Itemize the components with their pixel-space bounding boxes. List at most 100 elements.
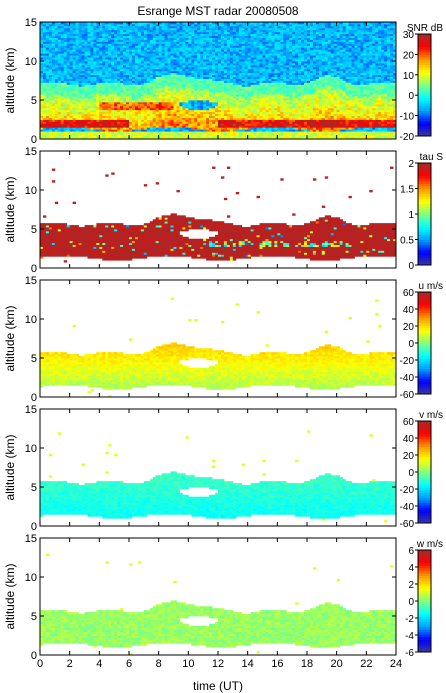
heatmap-cell bbox=[131, 35, 136, 38]
heatmap-cell bbox=[93, 22, 97, 25]
heatmap-cell bbox=[66, 92, 71, 95]
heatmap-cell bbox=[78, 33, 82, 37]
heatmap-cell bbox=[105, 33, 109, 37]
heatmap-cell bbox=[87, 45, 91, 48]
heatmap-cell bbox=[78, 127, 82, 130]
heatmap-cell bbox=[87, 109, 91, 113]
heatmap-cell bbox=[84, 123, 88, 126]
heatmap-cell bbox=[108, 35, 112, 38]
heatmap-cell bbox=[120, 88, 124, 91]
heatmap-cell bbox=[81, 55, 85, 58]
heatmap-cell bbox=[120, 76, 124, 79]
heatmap-cell bbox=[81, 41, 85, 44]
heatmap-cell bbox=[48, 33, 53, 37]
heatmap-cell bbox=[93, 33, 97, 37]
heatmap-cell bbox=[131, 119, 136, 122]
heatmap-cell bbox=[84, 92, 88, 95]
heatmap-cell bbox=[87, 113, 91, 116]
heatmap-cell bbox=[137, 51, 142, 54]
heatmap-cell bbox=[40, 107, 44, 111]
heatmap-cell bbox=[137, 101, 142, 105]
heatmap-cell bbox=[54, 29, 59, 33]
heatmap-cell bbox=[90, 39, 94, 42]
heatmap-cell bbox=[42, 121, 47, 124]
heatmap-cell bbox=[75, 55, 79, 58]
heatmap-cell bbox=[99, 55, 103, 58]
heatmap-cell bbox=[81, 103, 85, 107]
heatmap-cell bbox=[66, 100, 71, 103]
heatmap-cell bbox=[123, 70, 127, 74]
heatmap-cell bbox=[129, 125, 133, 128]
heatmap-cell bbox=[129, 133, 133, 136]
heatmap-cell bbox=[117, 94, 121, 97]
heatmap-cell bbox=[72, 33, 76, 37]
heatmap-cell bbox=[40, 39, 44, 42]
heatmap-cell bbox=[40, 80, 44, 83]
heatmap-cell bbox=[57, 43, 62, 46]
heatmap-cell bbox=[140, 82, 145, 85]
heatmap-cell bbox=[114, 53, 118, 56]
heatmap-cell bbox=[72, 31, 76, 35]
heatmap-cell bbox=[48, 92, 53, 95]
heatmap-cell bbox=[108, 31, 112, 35]
heatmap-cell bbox=[69, 117, 74, 120]
heatmap-cell bbox=[137, 86, 142, 89]
heatmap-cell bbox=[111, 88, 115, 91]
heatmap-cell bbox=[57, 113, 62, 116]
heatmap-cell bbox=[42, 55, 47, 58]
heatmap-cell bbox=[42, 98, 47, 101]
heatmap-cell bbox=[84, 23, 88, 27]
heatmap-cell bbox=[137, 131, 142, 134]
heatmap-cell bbox=[84, 82, 88, 85]
heatmap-cell bbox=[45, 98, 50, 101]
heatmap-cell bbox=[90, 70, 94, 74]
heatmap-cell bbox=[123, 98, 127, 101]
heatmap-cell bbox=[66, 82, 71, 85]
heatmap-cell bbox=[87, 43, 91, 46]
heatmap-cell bbox=[114, 135, 118, 138]
heatmap-cell bbox=[57, 123, 62, 126]
heatmap-cell bbox=[87, 74, 91, 77]
heatmap-cell bbox=[105, 72, 109, 76]
heatmap-cell bbox=[123, 31, 127, 35]
heatmap-cell bbox=[63, 59, 68, 62]
heatmap-cell bbox=[126, 84, 130, 87]
heatmap-cell bbox=[126, 37, 130, 40]
heatmap-cell bbox=[99, 119, 103, 122]
heatmap-cell bbox=[48, 37, 53, 40]
heatmap-cell bbox=[57, 37, 62, 40]
heatmap-cell bbox=[72, 117, 76, 120]
heatmap-cell bbox=[54, 37, 59, 40]
heatmap-cell bbox=[129, 51, 133, 54]
heatmap-cell bbox=[48, 74, 53, 77]
heatmap-cell bbox=[90, 109, 94, 113]
heatmap-cell bbox=[69, 37, 74, 40]
heatmap-cell bbox=[105, 111, 109, 115]
heatmap-cell bbox=[84, 127, 88, 130]
heatmap-cell bbox=[123, 135, 127, 138]
heatmap-cell bbox=[93, 53, 97, 56]
heatmap-cell bbox=[90, 86, 94, 89]
heatmap-cell bbox=[54, 127, 59, 130]
heatmap-cell bbox=[123, 131, 127, 134]
heatmap-cell bbox=[126, 109, 130, 113]
heatmap-cell bbox=[75, 127, 79, 130]
heatmap-cell bbox=[120, 61, 124, 64]
heatmap-cell bbox=[42, 51, 47, 54]
heatmap-cell bbox=[60, 115, 65, 118]
heatmap-cell bbox=[42, 72, 47, 76]
heatmap-cell bbox=[131, 55, 136, 58]
heatmap-cell bbox=[60, 33, 65, 37]
heatmap-cell bbox=[60, 51, 65, 54]
heatmap-cell bbox=[99, 70, 103, 74]
heatmap-cell bbox=[45, 109, 50, 113]
heatmap-cell bbox=[131, 37, 136, 40]
heatmap-cell bbox=[84, 113, 88, 116]
heatmap-cell bbox=[99, 92, 103, 95]
heatmap-cell bbox=[60, 53, 65, 56]
heatmap-cell bbox=[140, 74, 145, 77]
heatmap-cell bbox=[137, 117, 142, 120]
heatmap-cell bbox=[69, 96, 74, 99]
heatmap-cell bbox=[140, 107, 145, 111]
heatmap-cell bbox=[84, 78, 88, 81]
